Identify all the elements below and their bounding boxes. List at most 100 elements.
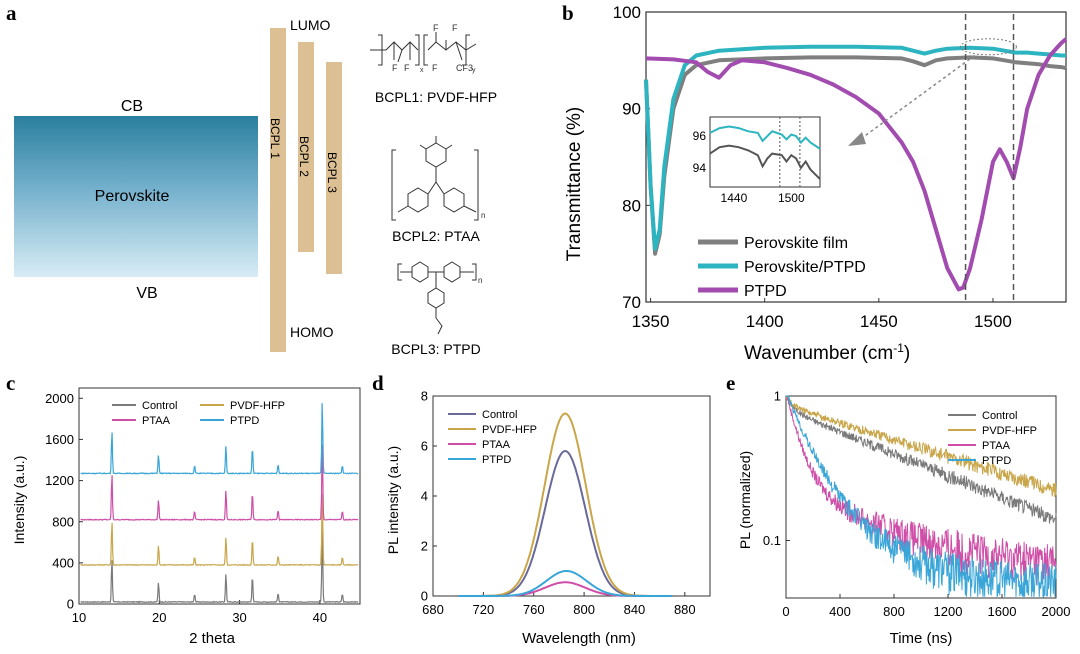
energy-diagram: CB Perovskite VB BCPL 1 BCPL 2 BCPL 3 LU… xyxy=(14,17,342,352)
b-inset-series-0 xyxy=(709,125,821,150)
d-ytick-label: 2 xyxy=(421,539,428,554)
panel-label-d: d xyxy=(372,371,384,395)
d-legend-label: PVDF-HFP xyxy=(482,424,537,436)
structure-pvdf-hfp xyxy=(370,32,477,66)
b-xtick-label: 1400 xyxy=(746,312,784,331)
c-series-3-line xyxy=(80,403,359,475)
d-legend-label: PTPD xyxy=(482,454,511,466)
c-plot-frame xyxy=(78,387,361,605)
c-legend-label: PTAA xyxy=(142,415,171,427)
e-xtick-label: 1200 xyxy=(934,604,963,619)
b-pointer-arrow xyxy=(861,54,976,139)
d-series-0-line xyxy=(458,449,673,597)
e-xtick-label: 800 xyxy=(883,604,905,619)
d-ytick-label: 4 xyxy=(421,489,428,504)
d-xtick-label: 680 xyxy=(422,602,444,617)
b-series-2-line xyxy=(645,37,1068,292)
bcpl1-bar xyxy=(270,28,286,352)
d-xlabel: Wavelength (nm) xyxy=(522,630,636,647)
ptaa-n: n xyxy=(481,211,485,220)
c-ytick-label: 400 xyxy=(52,555,74,570)
structure-ptaa xyxy=(391,136,479,221)
c-series-0-line xyxy=(80,530,359,604)
c-legend-label: Control xyxy=(142,400,177,412)
panel-label-e: e xyxy=(726,371,735,395)
panel-label-c: c xyxy=(6,371,15,395)
b-xtick-label: 1350 xyxy=(632,312,670,331)
bcpl2-structure-label: BCPL2: PTAA xyxy=(392,228,480,244)
b-ytick-label: 100 xyxy=(613,3,641,22)
b-inset-xtick-label: 1500 xyxy=(778,191,805,205)
perovskite-label: Perovskite xyxy=(95,188,170,205)
b-plot-frame xyxy=(645,11,1067,303)
c-xtick-label: 10 xyxy=(72,610,86,625)
e-legend-label: PVDF-HFP xyxy=(982,425,1037,437)
bcpl3-bar xyxy=(326,62,342,274)
e-ytick-label: 1 xyxy=(774,389,781,404)
e-xtick-label: 1600 xyxy=(988,604,1017,619)
ftir-chart: Transmittance (%) Wavenumber (cm-1) Pero… xyxy=(564,3,1068,364)
b-pointer-arrowhead xyxy=(848,132,866,146)
xrd-chart: Intensity (a.u.) 2 theta 10 20 30 400400800… xyxy=(11,387,361,647)
d-legend-label: PTAA xyxy=(482,439,511,451)
e-xtick-label: 0 xyxy=(782,604,789,619)
c-xtick-label: 30 xyxy=(232,610,246,625)
d-xtick-label: 880 xyxy=(674,602,696,617)
c-legend-label: PTPD xyxy=(230,415,259,427)
c-legend-label: PVDF-HFP xyxy=(230,400,285,412)
atom-f-4: F xyxy=(452,23,458,33)
atom-x: x xyxy=(420,67,424,74)
e-legend-label: PTPD xyxy=(982,455,1011,467)
bcpl1-structure-label: BCPL1: PVDF-HFP xyxy=(375,89,497,105)
e-series-3-line xyxy=(785,395,1057,598)
c-ylabel: Intensity (a.u.) xyxy=(11,456,27,545)
d-xtick-label: 800 xyxy=(573,602,595,617)
b-series-1-line xyxy=(644,44,1066,251)
d-ytick-label: 6 xyxy=(421,439,428,454)
e-xtick-label: 400 xyxy=(829,604,851,619)
atom-f-1: F xyxy=(392,63,398,73)
c-series-2-line xyxy=(80,444,359,522)
d-ytick-label: 8 xyxy=(421,389,428,404)
atom-f-3: F xyxy=(433,23,439,33)
c-ytick-label: 2000 xyxy=(45,391,74,406)
structure-ptpd xyxy=(397,261,477,335)
b-ylabel: Transmittance (%) xyxy=(564,107,585,262)
c-ytick-label: 1600 xyxy=(45,432,74,447)
d-legend-label: Control xyxy=(482,409,517,421)
e-series-2-line xyxy=(786,395,1057,586)
d-ytick-label: 0 xyxy=(421,589,428,604)
b-ytick-label: 80 xyxy=(622,196,641,215)
e-xtick-label: 2000 xyxy=(1042,604,1071,619)
c-xtick-label: 20 xyxy=(152,610,166,625)
e-legend-label: Control xyxy=(982,410,1017,422)
atom-f-5: F xyxy=(432,63,438,73)
e-legend-label: PTAA xyxy=(982,440,1011,452)
b-legend: Perovskite film Perovskite/PTPD PTPD xyxy=(698,235,866,300)
trpl-chart: PL (normalized) Time (ns) 0 400 800 1200 160… xyxy=(737,389,1070,647)
e-series-0-line xyxy=(785,395,1057,524)
e-plot-frame xyxy=(785,395,1057,599)
d-series-2-line xyxy=(458,581,673,597)
b-legend-label: PTPD xyxy=(744,283,787,300)
b-highlight-ellipse xyxy=(959,38,1017,56)
c-xlabel: 2 theta xyxy=(189,630,236,647)
pl-chart: PL intensity (a.u.) Wavelength (nm) 680 7… xyxy=(385,389,711,647)
c-ytick-label: 800 xyxy=(52,514,74,529)
c-ytick-label: 0 xyxy=(67,597,74,612)
lumo-label: LUMO xyxy=(290,17,331,33)
bcpl2-label: BCPL 2 xyxy=(297,136,311,177)
bcpl1-label: BCPL 1 xyxy=(268,118,282,159)
vb-label: VB xyxy=(136,285,157,302)
e-series-1-line xyxy=(785,396,1057,497)
e-xlabel: Time (ns) xyxy=(890,630,953,647)
b-xlabel-end: ) xyxy=(904,343,910,364)
homo-label: HOMO xyxy=(290,324,334,340)
b-inset-xtick-label: 1440 xyxy=(721,191,748,205)
d-xtick-label: 720 xyxy=(473,602,495,617)
d-xtick-label: 840 xyxy=(624,602,646,617)
b-xlabel-main: Wavenumber (cm xyxy=(744,343,893,364)
cb-label: CB xyxy=(121,98,143,115)
b-xlabel-sup: -1 xyxy=(893,341,904,355)
